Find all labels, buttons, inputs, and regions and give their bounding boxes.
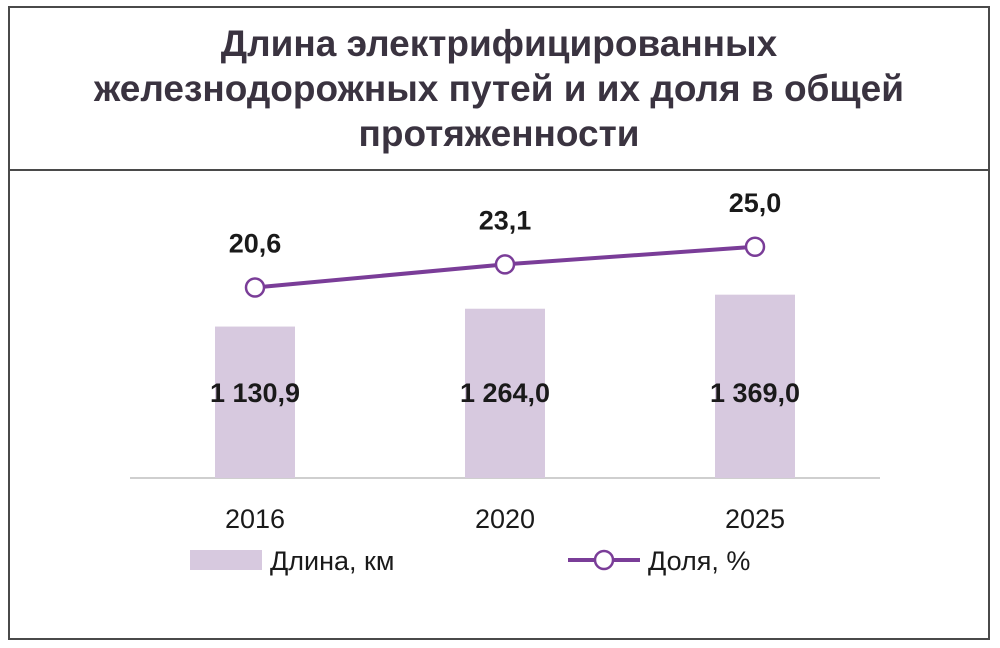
line-label-2025: 25,0	[729, 188, 782, 218]
marker-2016	[244, 277, 266, 298]
legend-bar-swatch	[190, 550, 262, 570]
legend-line-label: Доля, %	[648, 546, 750, 576]
x-tick-2020: 2020	[475, 504, 535, 534]
line-label-2020: 23,1	[479, 205, 532, 235]
bar-label-2020: 1 264,0	[460, 378, 550, 408]
line-markers	[244, 236, 766, 298]
legend-line-marker	[593, 549, 615, 571]
bar-2016	[215, 326, 295, 478]
title-box: Длина электрифицированных железнодорожны…	[10, 8, 988, 171]
bar-2020	[465, 308, 545, 478]
line-labels: 20,6 23,1 25,0	[229, 188, 782, 259]
legend: Длина, км Доля, %	[190, 546, 750, 576]
chart-title: Длина электрифицированных железнодорожны…	[94, 23, 904, 154]
bar-series	[215, 294, 795, 478]
x-tick-2025: 2025	[725, 504, 785, 534]
marker-2020	[494, 254, 516, 275]
bar-label-2016: 1 130,9	[210, 378, 300, 408]
x-tick-2016: 2016	[225, 504, 285, 534]
chart-frame: Длина электрифицированных железнодорожны…	[8, 6, 990, 640]
legend-bar-label: Длина, км	[270, 546, 394, 576]
marker-2025	[744, 236, 766, 258]
bar-2025	[715, 294, 795, 478]
line-label-2016: 20,6	[229, 228, 282, 258]
bar-labels: 1 130,9 1 264,0 1 369,0	[210, 378, 800, 408]
bar-label-2025: 1 369,0	[710, 378, 800, 408]
x-tick-labels: 2016 2020 2025	[225, 504, 785, 534]
